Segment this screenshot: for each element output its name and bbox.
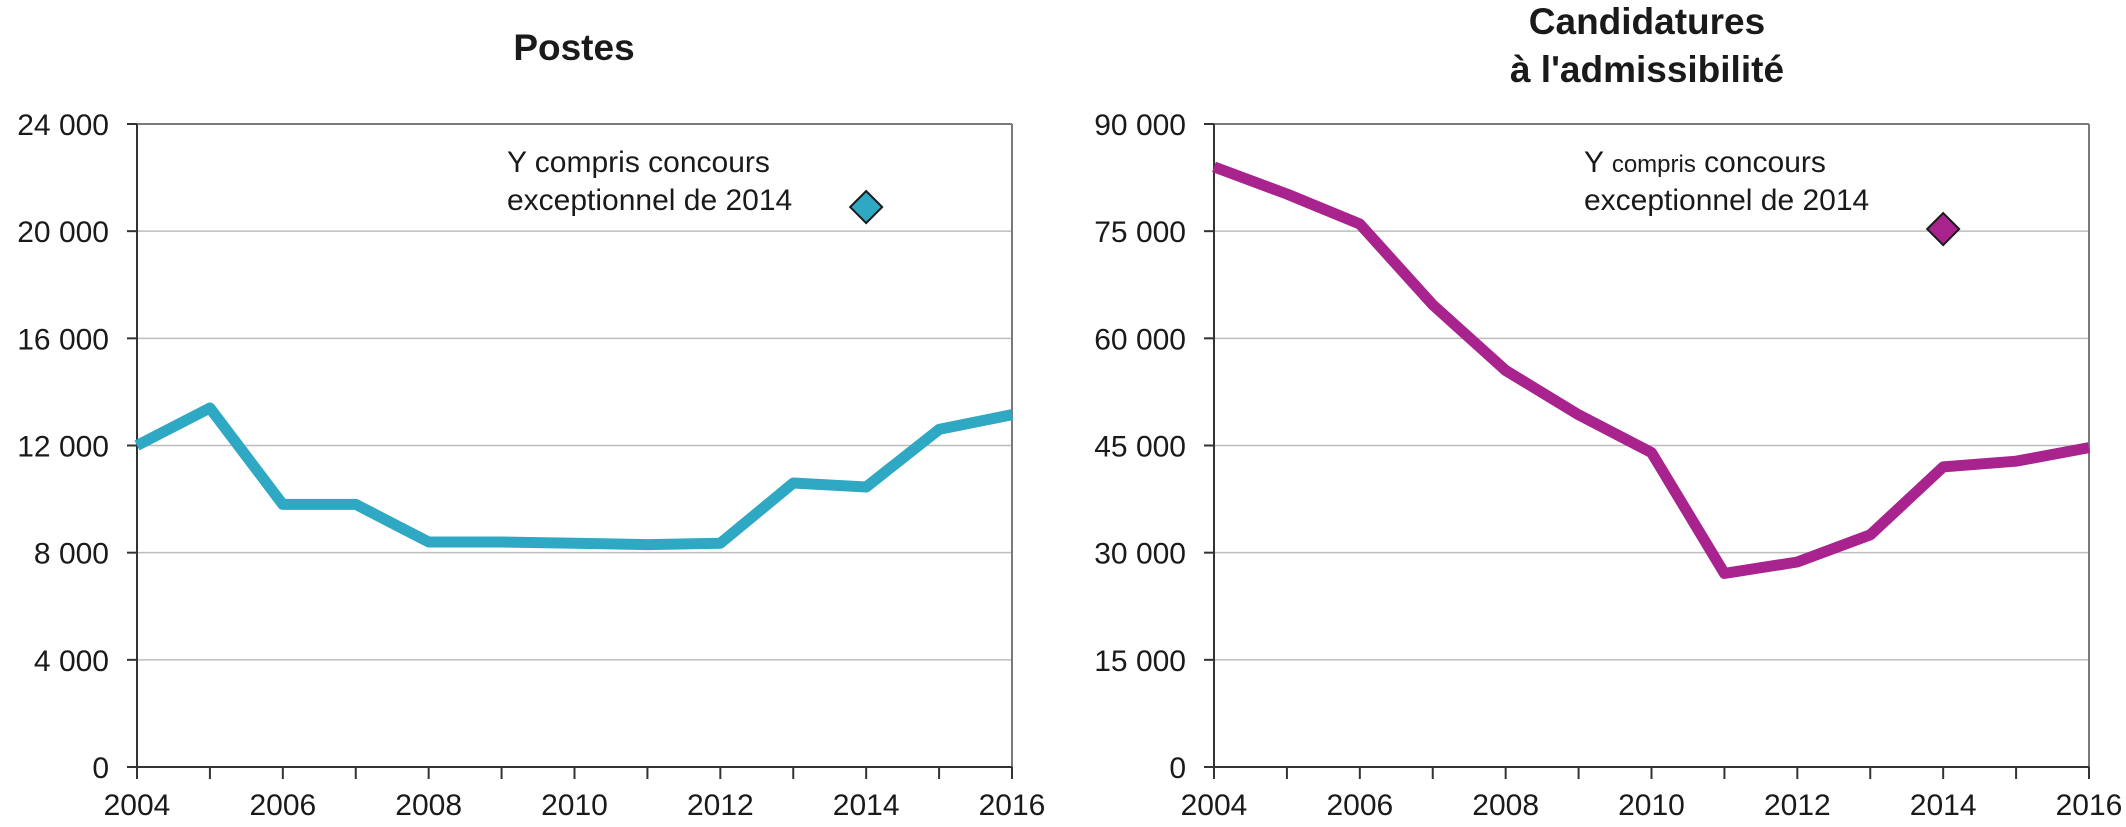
- annotation: Y compris concours exceptionnel de 2014: [1584, 146, 1961, 247]
- y-tick-label: 30 000: [1094, 538, 1186, 571]
- annotation-part: Y: [1584, 146, 1612, 179]
- x-tick-label: 2012: [687, 789, 754, 822]
- y-tick-label: 0: [1169, 752, 1186, 785]
- chart-title-line-2: à l'admissibilité: [1510, 49, 1784, 90]
- y-tick-label: 4 000: [34, 645, 109, 678]
- series-line: [134, 402, 1014, 551]
- x-tick-marks: [136, 767, 1013, 779]
- gridlines: [137, 230, 1012, 661]
- diamond-marker: [848, 189, 884, 225]
- diamond-marker: [1925, 211, 1961, 247]
- x-tick-label: 2008: [395, 789, 462, 822]
- y-tick-marks: [127, 123, 137, 768]
- y-tick-label: 16 000: [17, 323, 109, 356]
- x-tick-label: 2012: [1764, 789, 1831, 822]
- x-tick-label: 2004: [104, 789, 171, 822]
- annotation-line-1: Y compris concours: [507, 146, 770, 179]
- x-tick-label: 2014: [1910, 789, 1977, 822]
- y-tick-label: 20 000: [17, 216, 109, 249]
- x-tick-marks: [1213, 767, 2090, 779]
- chart-candidatures: Candidatures à l'admissibilité 0 15 000 30…: [1094, 1, 2122, 822]
- series-line: [1212, 161, 2091, 579]
- x-tick-label: 2010: [1618, 789, 1685, 822]
- x-tick-label: 2016: [2056, 789, 2123, 822]
- y-tick-label: 0: [92, 752, 109, 785]
- y-tick-label: 15 000: [1094, 645, 1186, 678]
- annotation-line-2: exceptionnel de 2014: [507, 184, 792, 217]
- y-tick-label: 90 000: [1094, 109, 1186, 142]
- gridlines: [1214, 230, 2089, 661]
- y-tick-label: 8 000: [34, 538, 109, 571]
- annotation-part-small: compris: [1612, 151, 1696, 178]
- annotation: Y compris concours exceptionnel de 2014: [507, 146, 884, 225]
- x-tick-label: 2008: [1472, 789, 1539, 822]
- annotation-line-1: Y compris concours: [1584, 146, 1826, 179]
- x-tick-labels: 2004 2006 2008 2010 2012 2014 2016: [1181, 789, 2123, 822]
- y-tick-label: 45 000: [1094, 431, 1186, 464]
- y-tick-label: 24 000: [17, 109, 109, 142]
- annotation-line-2: exceptionnel de 2014: [1584, 184, 1869, 217]
- x-tick-label: 2014: [833, 789, 900, 822]
- x-tick-label: 2004: [1181, 789, 1248, 822]
- y-tick-labels: 0 15 000 30 000 45 000 60 000 75 000 90 000: [1094, 109, 1186, 785]
- x-tick-label: 2010: [541, 789, 608, 822]
- x-tick-label: 2006: [1326, 789, 1393, 822]
- x-tick-labels: 2004 2006 2008 2010 2012 2014 2016: [104, 789, 1046, 822]
- x-tick-label: 2006: [249, 789, 316, 822]
- chart-title: Postes: [513, 27, 634, 68]
- annotation-part: concours: [1696, 146, 1826, 179]
- y-tick-labels: 0 4 000 8 000 12 000 16 000 20 000 24 000: [17, 109, 109, 785]
- chart-title-line-1: Candidatures: [1529, 1, 1765, 42]
- y-tick-label: 75 000: [1094, 216, 1186, 249]
- y-tick-label: 60 000: [1094, 323, 1186, 356]
- chart-postes: Postes 0 4 000 8 000 12 000 16 000 20 000 24 0…: [17, 27, 1045, 822]
- x-tick-label: 2016: [979, 789, 1046, 822]
- y-tick-label: 12 000: [17, 431, 109, 464]
- y-tick-marks: [1204, 123, 1214, 768]
